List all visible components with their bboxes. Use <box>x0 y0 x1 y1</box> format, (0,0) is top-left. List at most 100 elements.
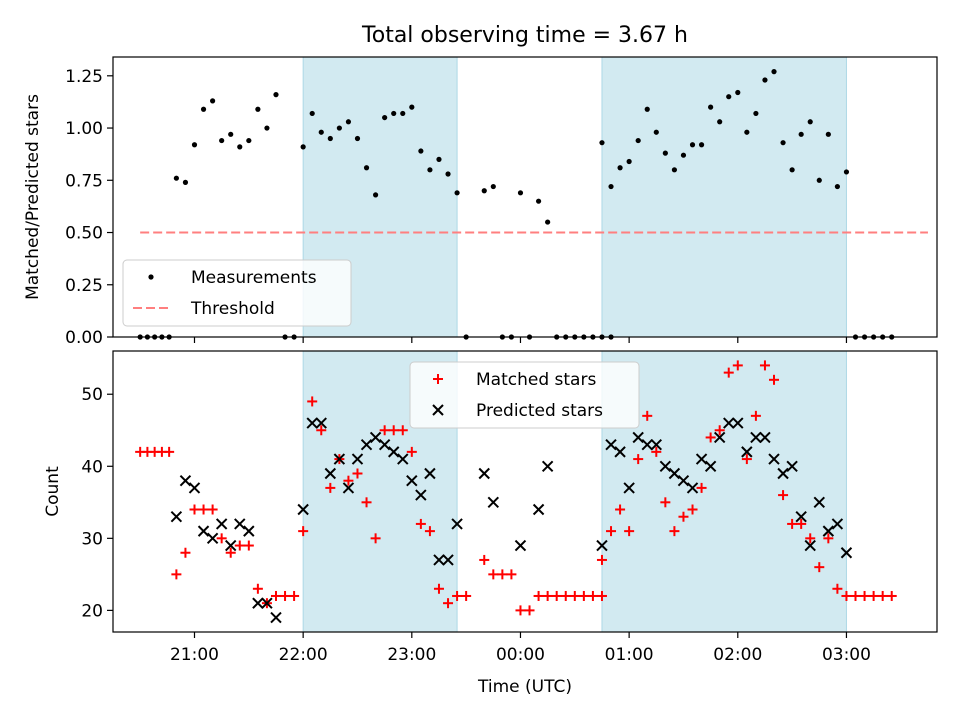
axes-frame <box>112 350 938 633</box>
predicted-star-point-b <box>487 496 500 509</box>
measurement-point <box>327 135 333 142</box>
predicted-star-point-b <box>723 417 735 429</box>
chart-title: Total observing time = 3.67 h <box>361 23 688 48</box>
predicted-star-point-b <box>243 525 255 537</box>
predicted-star-point-b <box>406 474 418 487</box>
y-tick-label: 0.25 <box>65 276 103 296</box>
predicted-star-point <box>433 554 445 566</box>
matched-star-point <box>660 497 671 508</box>
predicted-star-point <box>514 539 527 552</box>
legend: Matched stars Predicted stars <box>409 361 640 429</box>
measurement-point <box>834 183 840 190</box>
matched-star-point <box>252 583 263 594</box>
measurement-point <box>191 142 198 148</box>
y-tick-label: 0.00 <box>65 328 103 348</box>
predicted-star-point <box>623 482 635 494</box>
measurement-point <box>273 92 279 98</box>
matched-star-point <box>732 360 743 371</box>
matched-star-point <box>606 526 617 537</box>
predicted-star-point <box>632 431 644 444</box>
predicted-star-point-b <box>252 597 264 609</box>
predicted-star-point-b <box>813 496 825 509</box>
predicted-star-point-b <box>614 446 626 458</box>
predicted-star-point-b <box>315 417 327 429</box>
predicted-star-point-b <box>541 460 554 472</box>
predicted-star-point <box>487 496 500 509</box>
predicted-star-point <box>179 474 192 487</box>
matched-star-point <box>488 569 499 580</box>
matched-star-point <box>524 605 535 616</box>
measurement-point <box>816 177 822 183</box>
matched-star-point <box>307 396 318 407</box>
predicted-star-point-b <box>605 438 617 451</box>
predicted-star-point-b <box>695 453 708 465</box>
matched-star-point <box>759 360 770 371</box>
predicted-star-point-b <box>759 431 771 444</box>
predicted-star-point <box>234 518 246 530</box>
measurement-point <box>789 167 795 173</box>
measurement-point <box>300 144 306 150</box>
measurement-point <box>454 190 460 196</box>
predicted-star-point <box>378 438 391 451</box>
predicted-star-point-b <box>360 438 373 451</box>
predicted-star-point-b <box>532 503 545 516</box>
predicted-star-point <box>704 460 717 472</box>
predicted-star-point <box>415 489 427 501</box>
y-tick-label: 1.00 <box>65 119 103 139</box>
predicted-star-point-b <box>840 547 853 559</box>
matched-star-point <box>741 454 752 465</box>
y-tick-label: 50 <box>81 385 103 405</box>
x-tick-label: 23:00 <box>387 645 436 665</box>
matched-star-point <box>180 547 191 558</box>
matched-star-point <box>533 590 544 601</box>
matched-star-point <box>406 446 417 457</box>
y-tick-label: 1.25 <box>65 67 103 87</box>
matched-star-point <box>551 590 562 601</box>
predicted-star-point <box>741 446 753 458</box>
measurement-point <box>671 167 678 173</box>
predicted-star-point <box>596 539 608 552</box>
matched-star-point <box>270 590 281 601</box>
measurement-point <box>264 125 270 131</box>
predicted-star-point-b <box>297 503 309 516</box>
predicted-star-point-b <box>170 511 183 523</box>
y-axis-label: Matched/Predicted stars <box>23 94 43 300</box>
predicted-star-point <box>768 453 780 465</box>
predicted-star-point <box>641 438 653 451</box>
predicted-star-point <box>750 431 762 444</box>
x-tick-label: 01:00 <box>605 645 654 665</box>
predicted-star-point <box>270 611 282 624</box>
matched-star-point <box>814 562 825 573</box>
predicted-star-point <box>804 539 816 552</box>
legend-marker-predicted-b <box>432 404 444 416</box>
matched-star-point <box>542 590 553 601</box>
matched-star-point <box>714 425 725 436</box>
predicted-star-point-b <box>713 431 726 444</box>
x-tick-label: 02:00 <box>713 645 762 665</box>
bottom-panel: 20 30 40 50 21:00 22:00 23:00 00:00 01:00 02:00 03… <box>43 350 938 697</box>
top-panel: 0.00 0.25 0.50 0.75 1.00 1.25 Matched/Predicte… <box>23 56 938 348</box>
predicted-star-point <box>759 431 771 444</box>
measurement-point <box>255 106 261 112</box>
measurement-point <box>545 219 551 225</box>
predicted-star-point <box>695 453 708 465</box>
measurement-point <box>372 192 379 198</box>
predicted-star-point-b <box>704 460 717 472</box>
predicted-star-point-b <box>342 482 355 494</box>
matched-star-point <box>596 590 607 601</box>
legend-label-measurements: Measurements <box>191 268 317 288</box>
matched-star-point <box>243 540 254 551</box>
matched-star-point <box>397 425 408 436</box>
measurement-point <box>653 129 659 135</box>
predicted-star-point <box>351 453 364 465</box>
predicted-star-point-b <box>777 467 789 480</box>
matched-star-point <box>461 590 472 601</box>
matched-star-point <box>479 554 490 565</box>
predicted-star-point-b <box>632 431 644 444</box>
matched-star-point <box>596 554 607 565</box>
matched-star-point <box>615 504 626 515</box>
matched-star-point <box>298 526 309 537</box>
measurement-point <box>200 106 207 112</box>
matched-star-point <box>352 468 363 479</box>
predicted-star-point <box>822 525 835 537</box>
